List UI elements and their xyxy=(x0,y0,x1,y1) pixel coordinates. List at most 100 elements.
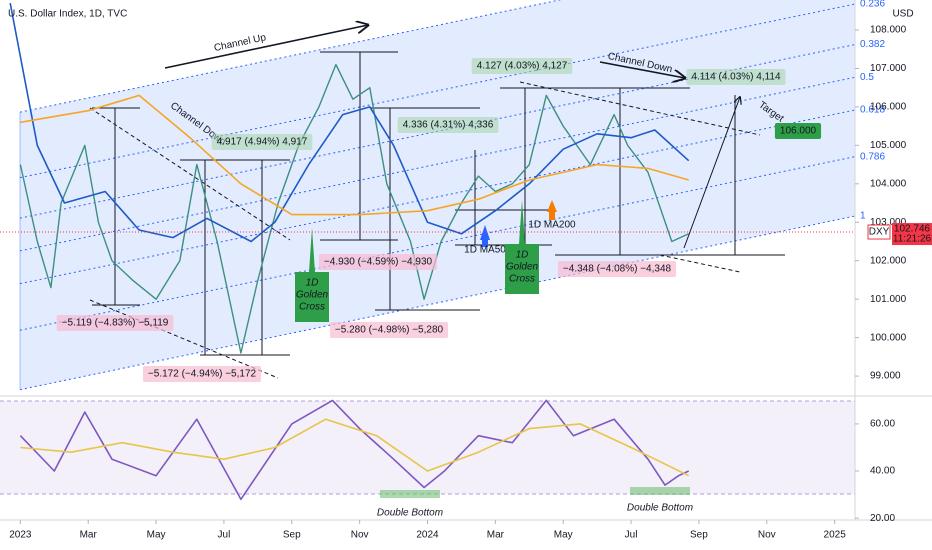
channel-arrow xyxy=(164,25,368,69)
drawings xyxy=(89,25,785,379)
annotation: −4.348 (−4.08%) −4,348 xyxy=(563,264,672,275)
x-tick-label: May xyxy=(554,530,573,541)
x-tick-label: May xyxy=(147,530,166,541)
annotation: 1D MA200 xyxy=(528,220,576,231)
fib-label: 0.236 xyxy=(860,0,885,10)
y-tick-label: 108.000 xyxy=(870,25,907,36)
chart-title: U.S. Dollar Index, 1D, TVC xyxy=(8,9,127,20)
y-tick-label: 106.000 xyxy=(870,102,907,113)
trend-line xyxy=(89,299,279,379)
series-layer xyxy=(9,2,690,501)
annotation: −5.119 (−4.83%) −5,119 xyxy=(62,318,169,329)
annotation: Double Bottom xyxy=(377,508,443,519)
annotation: 4.114 (4.03%) 4,114 xyxy=(691,72,781,83)
annotation-box xyxy=(56,315,174,331)
channel-fill xyxy=(20,0,855,390)
y-tick-label: 40.00 xyxy=(870,466,895,477)
annotation-box xyxy=(329,322,449,338)
x-tick-label: 2023 xyxy=(9,530,32,541)
y-tick-label: 60.00 xyxy=(870,419,895,430)
golden-cross-label: Cross xyxy=(299,302,325,313)
fib-line xyxy=(19,76,855,252)
fib-line xyxy=(19,215,855,391)
annotation-box xyxy=(557,261,677,277)
annotation-box xyxy=(471,58,573,74)
series-line xyxy=(19,399,690,501)
x-tick-label: Nov xyxy=(351,530,369,541)
rsi-band xyxy=(0,401,855,494)
ma200-arrow xyxy=(547,200,557,220)
y-tick-label: 104.000 xyxy=(870,178,907,189)
x-tick-label: Jul xyxy=(625,530,638,541)
double-bottom-zone xyxy=(380,490,440,498)
annotation-box xyxy=(142,366,262,382)
fib-line xyxy=(19,3,855,179)
projection-arrow xyxy=(683,97,740,249)
symbol: DXY xyxy=(869,227,890,238)
x-tick-label: Mar xyxy=(487,530,505,541)
symbol-tag xyxy=(867,224,891,240)
golden-cross-label: Cross xyxy=(509,274,535,285)
y-tick-label: 100.000 xyxy=(870,332,907,343)
annotation-box xyxy=(686,69,786,85)
x-tick-label: Sep xyxy=(283,530,301,541)
fib-label: 0.786 xyxy=(860,151,885,162)
x-tick-label: 2025 xyxy=(824,530,847,541)
trend-line xyxy=(89,107,291,241)
x-tick-label: Sep xyxy=(690,530,708,541)
annotation: −5.172 (−4.94%) −5,172 xyxy=(148,369,257,380)
y-tick-label: 103.000 xyxy=(870,217,907,228)
annotation: 4.917 (4.94%) 4,917 xyxy=(217,137,308,148)
y-tick-label: 99.000 xyxy=(870,371,901,382)
golden-cross-label: 1D xyxy=(516,250,529,261)
annotation: −5.280 (−4.98%) −5,280 xyxy=(335,325,444,336)
price-tag xyxy=(892,223,932,246)
y-tick-label: 107.000 xyxy=(870,63,907,74)
y-tick-label: 20.00 xyxy=(870,513,895,524)
golden-cross-label: 1D xyxy=(306,278,319,289)
measure xyxy=(92,107,140,306)
x-tick-label: 2024 xyxy=(416,530,439,541)
last-price: 102.746 xyxy=(894,224,931,235)
x-tick-label: Mar xyxy=(80,530,98,541)
double-bottom-zone xyxy=(630,487,690,495)
annotation-box xyxy=(774,123,822,139)
fib-line xyxy=(19,109,855,285)
channel-arrow xyxy=(599,61,685,78)
measure xyxy=(320,51,552,311)
annotation-box xyxy=(397,117,499,133)
measure xyxy=(180,159,290,356)
currency: USD xyxy=(892,9,913,20)
annotation: 4.336 (4.31%) 4,336 xyxy=(403,120,494,131)
measure xyxy=(500,87,785,256)
series-line xyxy=(19,63,689,354)
annotation-box xyxy=(318,254,438,270)
annotation: 106.000 xyxy=(780,126,817,137)
annotation: 4.127 (4.03%) 4,127 xyxy=(477,61,568,72)
series-line xyxy=(20,418,690,477)
golden-cross-label: Golden xyxy=(506,262,539,273)
channel-line xyxy=(19,0,562,113)
annotation: −4.930 (−4.59%) −4,930 xyxy=(324,257,433,268)
golden-cross-flag xyxy=(505,200,539,294)
golden-cross-label: Golden xyxy=(296,290,329,301)
fib-label: 0.5 xyxy=(860,72,874,83)
x-tick-label: Jul xyxy=(218,530,231,541)
golden-cross-flag xyxy=(295,228,329,322)
fib-label: 0.382 xyxy=(860,39,885,50)
fib-label: 0.618 xyxy=(860,105,885,116)
series-line xyxy=(20,94,689,216)
countdown: 11:21:26 xyxy=(893,234,932,245)
annotation: Double Bottom xyxy=(627,503,693,514)
y-tick-label: 105.000 xyxy=(870,140,907,151)
channel xyxy=(19,0,855,391)
trend-line xyxy=(519,81,761,136)
annotation: 1D MA50 xyxy=(464,245,506,256)
y-tick-label: 101.000 xyxy=(870,294,907,305)
ma50-arrow xyxy=(480,225,490,247)
y-tick-label: 102.000 xyxy=(870,255,907,266)
x-tick-label: Nov xyxy=(758,530,776,541)
